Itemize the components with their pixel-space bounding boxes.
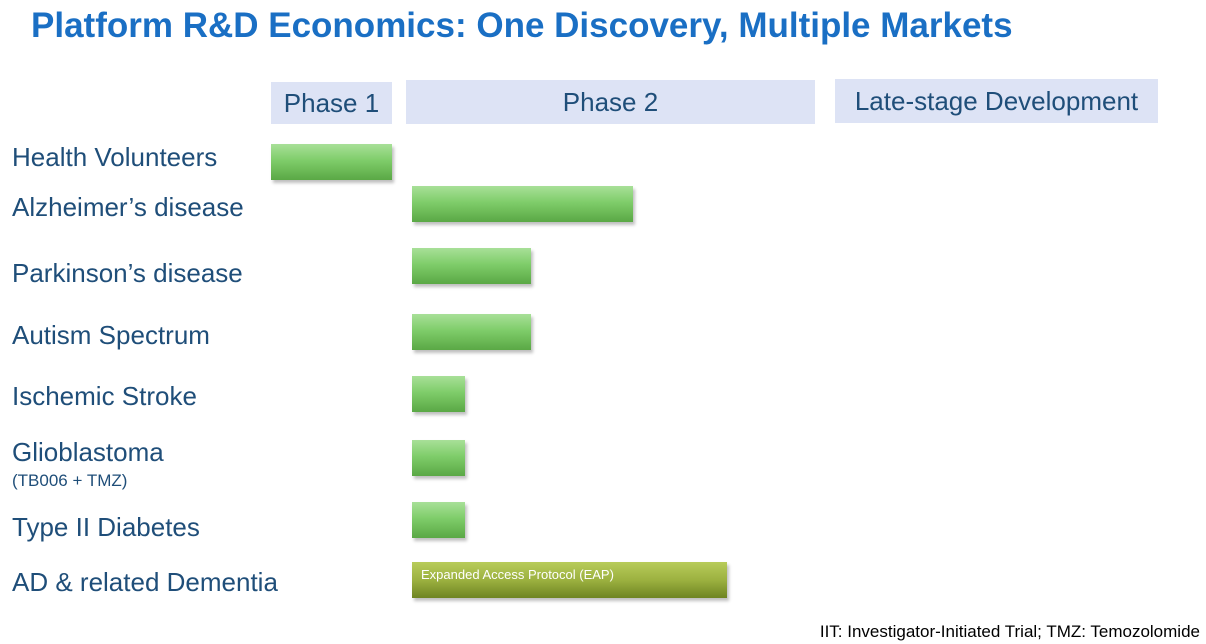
progress-bar xyxy=(412,314,531,350)
progress-bar xyxy=(412,186,633,222)
bar-label: Expanded Access Protocol (EAP) xyxy=(421,567,614,582)
row-sublabel: (TB006 + TMZ) xyxy=(12,471,128,490)
phase-2-header: Phase 2 xyxy=(406,80,815,124)
progress-bar xyxy=(412,376,465,412)
progress-bar xyxy=(412,502,465,538)
progress-bar xyxy=(412,440,465,476)
eap-bar: Expanded Access Protocol (EAP) xyxy=(412,562,727,598)
chart-title: Platform R&D Economics: One Discovery, M… xyxy=(31,6,1013,45)
late-stage-header: Late-stage Development xyxy=(835,79,1158,123)
footnote: IIT: Investigator-Initiated Trial; TMZ: … xyxy=(819,622,1200,641)
row-label: Ischemic Stroke xyxy=(12,381,197,411)
row-label: AD & related Dementia xyxy=(12,567,278,597)
phase-1-header: Phase 1 xyxy=(271,82,392,124)
row-label: Autism Spectrum xyxy=(12,320,210,350)
row-label: Parkinson’s disease xyxy=(12,258,243,288)
progress-bar xyxy=(271,144,392,180)
row-label: Glioblastoma xyxy=(12,437,164,467)
row-label: Alzheimer’s disease xyxy=(12,192,244,222)
row-label: Health Volunteers xyxy=(12,142,218,172)
row-label: Type II Diabetes xyxy=(12,512,200,542)
progress-bar xyxy=(412,248,531,284)
